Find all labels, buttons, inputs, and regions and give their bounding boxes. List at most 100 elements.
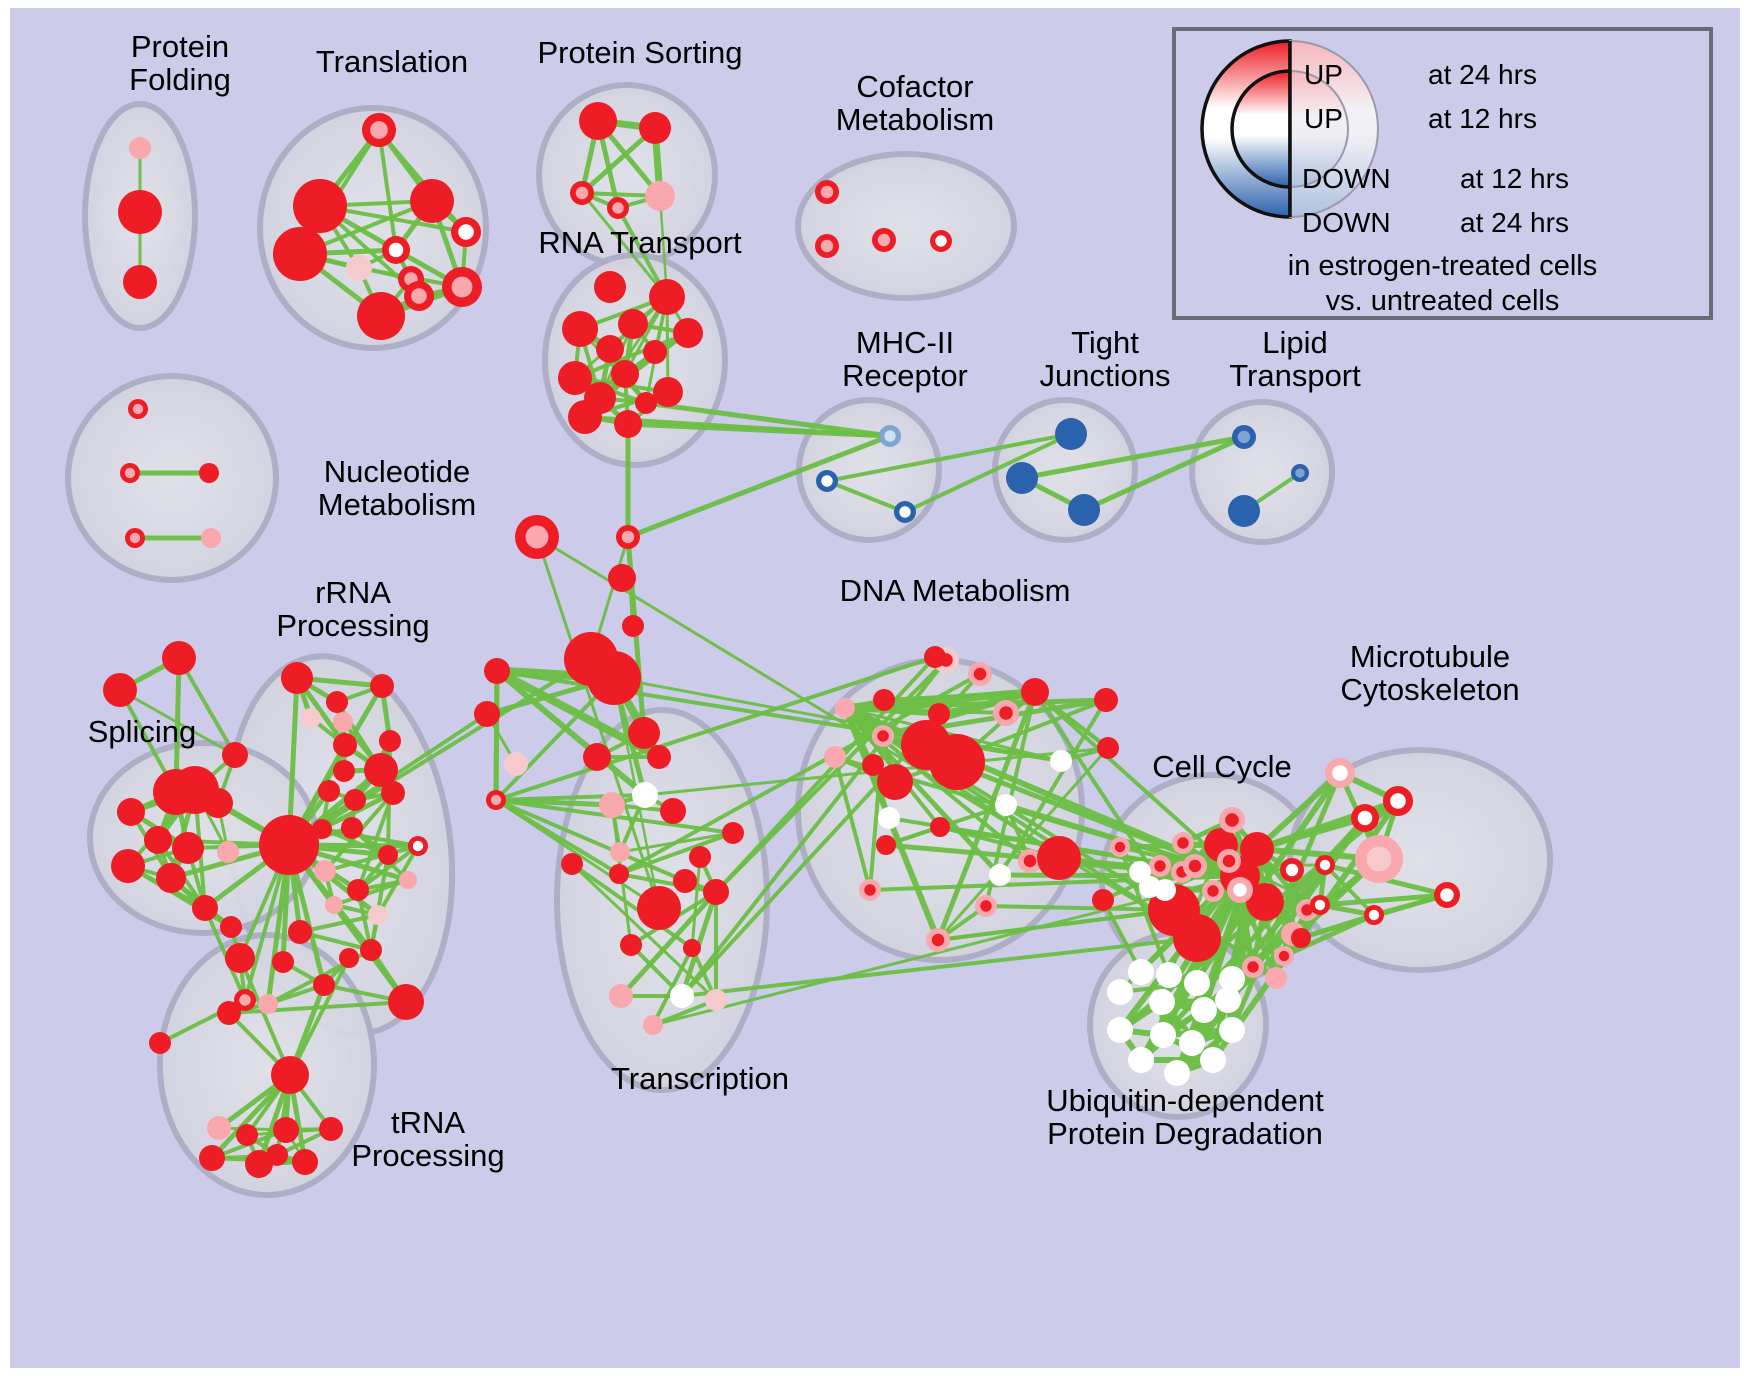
network-node	[120, 463, 140, 483]
network-node	[824, 746, 846, 768]
network-edge	[1254, 815, 1368, 852]
node-inner-disc-12h	[179, 839, 197, 857]
network-node	[660, 798, 686, 824]
network-node	[199, 463, 219, 483]
network-node	[1355, 835, 1403, 883]
node-inner-disc-12h	[647, 896, 671, 920]
network-node	[225, 943, 255, 973]
node-inner-disc-12h	[239, 994, 251, 1006]
node-inner-disc-12h	[420, 189, 444, 213]
node-inner-disc-12h	[994, 869, 1006, 881]
node-inner-disc-12h	[612, 202, 624, 214]
network-edge	[320, 827, 420, 848]
network-node	[1200, 1047, 1226, 1073]
node-inner-disc-12h	[1023, 854, 1037, 868]
node-inner-disc-12h	[648, 345, 662, 359]
network-node	[259, 815, 319, 875]
node-inner-disc-12h	[403, 875, 413, 885]
node-inner-disc-12h	[271, 1149, 283, 1161]
node-inner-disc-12h	[647, 1019, 659, 1031]
node-inner-disc-12h	[1206, 1053, 1220, 1067]
network-node	[930, 817, 950, 837]
node-inner-disc-12h	[1285, 863, 1299, 877]
network-node	[1055, 418, 1087, 450]
network-node	[266, 1144, 288, 1166]
network-node	[1240, 832, 1274, 866]
node-inner-disc-12h	[1134, 1053, 1148, 1067]
node-inner-disc-12h	[1114, 841, 1126, 853]
node-inner-disc-12h	[203, 467, 215, 479]
network-edge	[203, 906, 247, 1002]
node-inner-disc-12h	[1301, 904, 1313, 916]
node-inner-disc-12h	[1225, 813, 1239, 827]
network-node	[271, 1056, 309, 1094]
network-node	[610, 842, 630, 862]
network-node	[1219, 1017, 1245, 1043]
cluster-label-protein-sorting: Protein Sorting	[537, 35, 743, 70]
network-edge	[936, 908, 1176, 942]
network-node	[1351, 804, 1379, 832]
network-node	[378, 845, 398, 865]
network-node	[683, 939, 701, 957]
cluster-label-trna-processing: tRNA Processing	[351, 1105, 505, 1174]
network-node	[388, 984, 424, 1020]
node-inner-disc-12h	[575, 186, 589, 200]
network-node	[319, 1117, 343, 1141]
node-inner-disc-12h	[228, 748, 242, 762]
node-inner-disc-12h	[613, 868, 625, 880]
node-inner-disc-12h	[331, 696, 343, 708]
node-inner-disc-12h	[614, 846, 626, 858]
node-inner-disc-12h	[1027, 684, 1043, 700]
network-node	[234, 989, 256, 1011]
network-node	[442, 267, 482, 307]
node-inner-disc-12h	[1185, 1036, 1199, 1050]
network-node	[312, 819, 332, 839]
node-inner-disc-12h	[934, 821, 946, 833]
node-inner-disc-12h	[820, 239, 834, 253]
node-inner-disc-12h	[1233, 883, 1247, 897]
node-inner-disc-12h	[627, 620, 639, 632]
node-inner-disc-12h	[365, 944, 377, 956]
node-inner-disc-12h	[288, 669, 306, 687]
node-inner-disc-12h	[412, 840, 424, 852]
legend-panel: UP at 24 hrs UP at 12 hrs DOWN at 12 hrs…	[1172, 27, 1713, 320]
node-inner-disc-12h	[232, 950, 248, 966]
network-node	[379, 730, 401, 752]
node-inner-disc-12h	[1134, 965, 1148, 979]
node-inner-disc-12h	[305, 191, 335, 221]
node-inner-disc-12h	[675, 989, 689, 1003]
node-inner-disc-12h	[625, 939, 637, 951]
network-edge	[1081, 434, 1247, 513]
network-node	[609, 984, 633, 1008]
network-node	[1092, 889, 1114, 911]
network-node	[872, 725, 894, 747]
node-inner-disc-12h	[324, 1122, 338, 1136]
network-node	[995, 794, 1017, 816]
network-edge	[1019, 434, 1247, 481]
network-node	[313, 974, 335, 996]
node-inner-disc-12h	[490, 794, 502, 806]
network-node	[103, 673, 137, 707]
network-node	[1172, 832, 1194, 854]
node-inner-disc-12h	[305, 712, 317, 724]
node-inner-disc-12h	[411, 288, 427, 304]
network-edge	[1323, 863, 1376, 917]
network-node	[484, 658, 510, 684]
node-inner-disc-12h	[1212, 836, 1230, 854]
network-node	[1068, 494, 1100, 526]
node-inner-disc-12h	[646, 119, 664, 137]
network-node	[1183, 854, 1207, 878]
node-inner-disc-12h	[323, 785, 335, 797]
network-node	[1149, 855, 1171, 877]
network-node	[1107, 1017, 1133, 1043]
cluster-label-cell-cycle: Cell Cycle	[1152, 749, 1292, 784]
network-node	[1184, 970, 1210, 996]
network-node	[975, 895, 997, 917]
network-node	[314, 860, 336, 882]
network-node	[622, 615, 644, 637]
node-inner-disc-12h	[620, 416, 636, 432]
node-inner-disc-12h	[1270, 972, 1282, 984]
network-node	[645, 181, 675, 211]
node-inner-disc-12h	[316, 823, 328, 835]
network-node	[815, 180, 839, 204]
